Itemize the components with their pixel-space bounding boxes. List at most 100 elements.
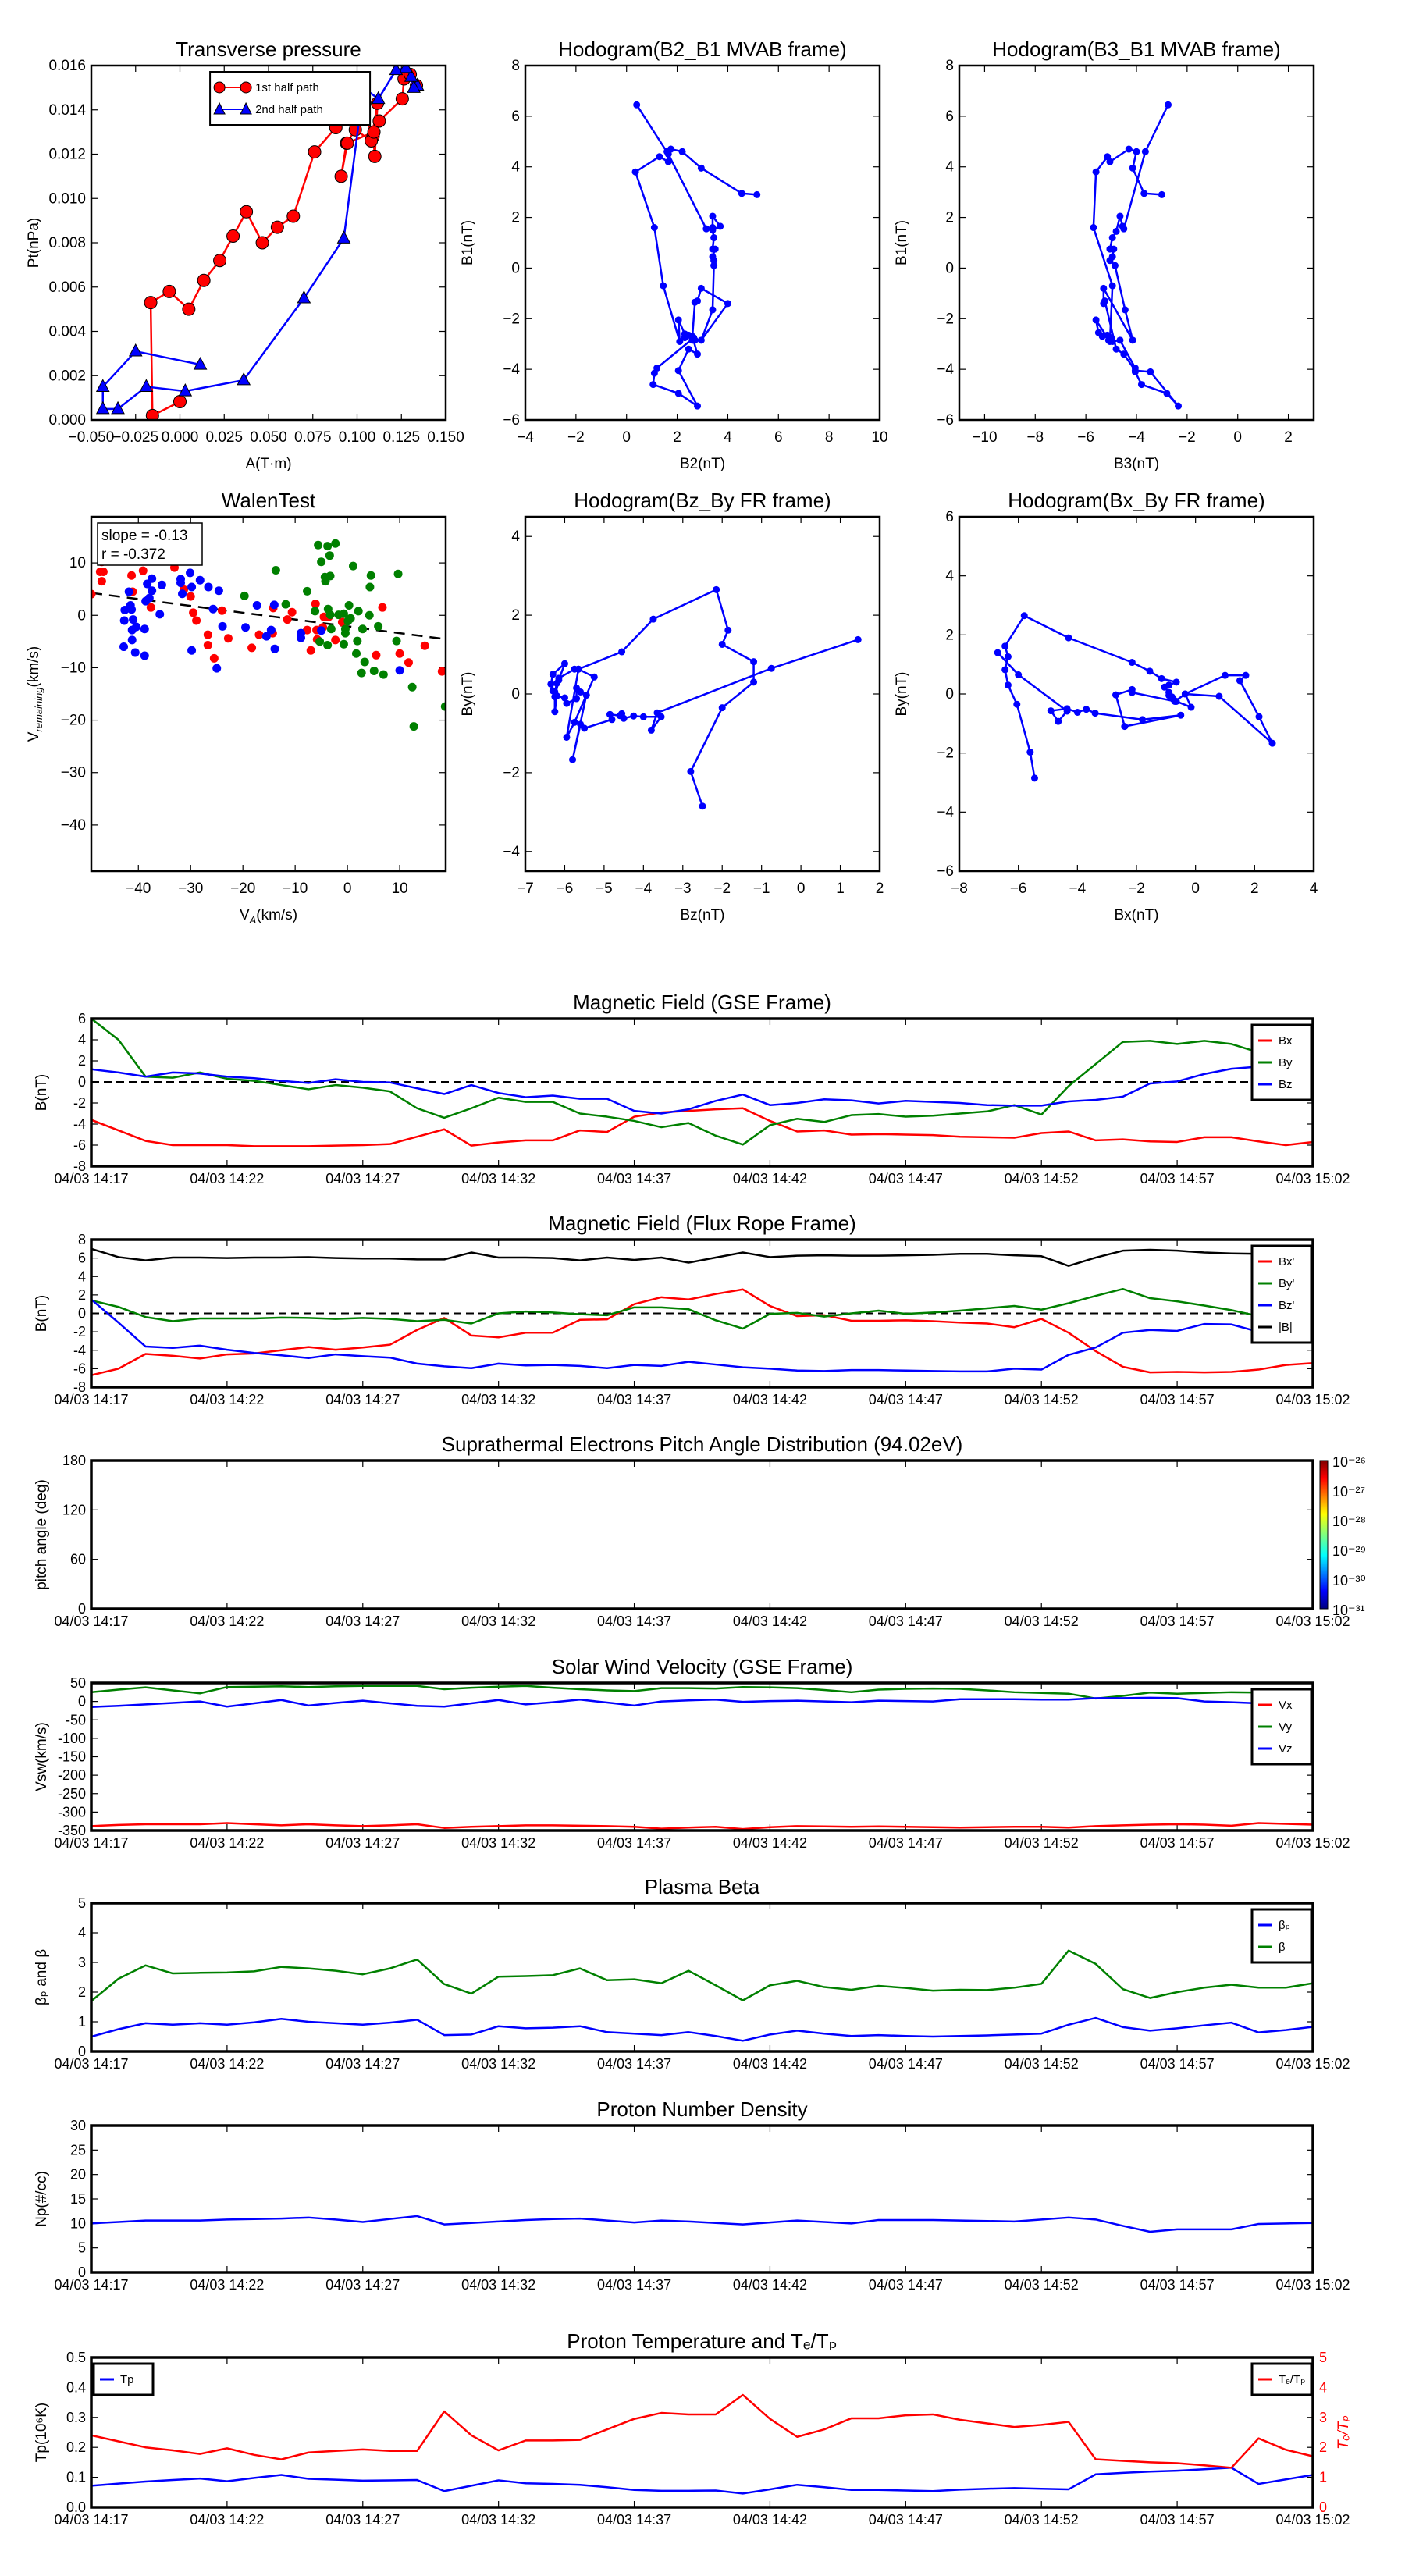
data-point — [368, 149, 382, 163]
x-tick-label: 04/03 14:52 — [1005, 2512, 1079, 2528]
data-point — [91, 589, 96, 599]
plot-area — [91, 2215, 1313, 2233]
x-tick-label: 04/03 14:57 — [1140, 1835, 1215, 1851]
data-point — [653, 709, 661, 717]
data-point — [144, 296, 158, 310]
x-tick-label: 04/03 14:57 — [1140, 1614, 1215, 1629]
data-point — [348, 561, 357, 571]
legend-label: Vz — [1279, 1742, 1293, 1756]
data-point — [551, 708, 559, 716]
x-tick-label: −6 — [557, 881, 574, 897]
data-point — [331, 539, 340, 548]
data-point — [372, 650, 381, 660]
data-point — [631, 168, 639, 176]
x-tick-label: 0 — [343, 881, 352, 897]
data-point — [148, 574, 157, 583]
data-point — [437, 667, 446, 676]
data-point — [128, 343, 143, 357]
data-point — [1065, 634, 1072, 642]
data-point — [1222, 671, 1229, 679]
x-tick-label: −2 — [713, 881, 731, 897]
x-tick-label: 04/03 15:02 — [1275, 1835, 1350, 1851]
data-point — [344, 601, 354, 610]
data-point — [340, 136, 354, 150]
series-t-t — [91, 2393, 1313, 2469]
y-tick-label: 120 — [62, 1502, 86, 1517]
data-point — [1236, 677, 1243, 685]
data-point — [1004, 681, 1012, 689]
data-point — [197, 273, 211, 287]
data-point — [218, 621, 227, 631]
x-tick-label: 04/03 14:22 — [190, 1835, 264, 1851]
x-tick-label: 04/03 14:22 — [190, 2512, 264, 2528]
y-tick-label: −4 — [937, 804, 954, 820]
plot-area — [994, 612, 1276, 782]
series-bz — [91, 1046, 1313, 1115]
data-point — [317, 626, 326, 635]
series-bz — [91, 1298, 1313, 1373]
plot-area — [91, 1247, 1313, 1376]
data-point — [98, 568, 108, 577]
data-point — [270, 644, 279, 653]
series-bz-by — [547, 585, 862, 810]
data-point — [1187, 703, 1195, 711]
legend: Tp — [92, 2362, 155, 2396]
data-point — [155, 610, 165, 619]
y-tick-label: 0.000 — [48, 412, 86, 429]
x-tick-label: 0.050 — [250, 429, 287, 446]
x-axis-label: VA(km/s) — [240, 907, 297, 926]
series-line — [91, 1107, 1313, 1147]
x-tick-label: 04/03 14:27 — [325, 1614, 400, 1629]
data-point — [674, 316, 682, 324]
y-tick-label: 25 — [70, 2142, 86, 2158]
data-point — [750, 678, 758, 686]
series-np — [91, 2215, 1313, 2233]
y-tick-label: 0 — [945, 686, 954, 703]
y-right-axis-label: Tₑ/Tₚ — [1336, 2415, 1352, 2450]
chart-title: WalenTest — [222, 489, 316, 512]
data-point — [339, 609, 348, 618]
data-point — [709, 224, 717, 232]
data-point — [1139, 716, 1147, 724]
data-point — [1020, 612, 1028, 620]
legend-marker — [213, 101, 226, 115]
annotation-line: r = -0.372 — [101, 546, 165, 563]
data-point — [1100, 300, 1108, 308]
x-tick-label: 2 — [1284, 429, 1293, 446]
y-tick-label: 6 — [78, 1011, 86, 1026]
data-point — [1146, 667, 1154, 675]
x-tick-label: 0 — [797, 881, 806, 897]
data-point — [204, 582, 213, 592]
data-point — [1108, 234, 1116, 242]
data-point — [407, 682, 417, 692]
x-tick-label: −8 — [951, 881, 968, 897]
x-tick-label: 04/03 14:32 — [461, 1171, 535, 1187]
data-point — [140, 651, 149, 660]
series-line — [91, 2393, 1313, 2469]
data-point — [124, 587, 133, 596]
legend-item-bz: Bz — [1258, 1078, 1293, 1091]
axes-frame — [90, 515, 447, 873]
y-tick-label: 0.016 — [48, 58, 86, 74]
data-point — [208, 604, 218, 614]
y-tick-label: 0 — [78, 2265, 86, 2280]
data-point — [555, 676, 563, 684]
axis-label-part: V — [240, 907, 250, 923]
y-tick-label: 2 — [945, 627, 954, 643]
data-point — [678, 148, 686, 155]
data-point — [358, 624, 368, 634]
legend-label: Bx — [1279, 1034, 1293, 1048]
data-point — [710, 262, 718, 269]
data-point — [1140, 190, 1148, 197]
data-point — [639, 713, 647, 720]
series-line — [91, 1685, 1313, 1700]
y-tick-label: 6 — [78, 1251, 86, 1266]
data-point — [357, 668, 366, 678]
x-tick-label: 04/03 14:47 — [869, 2512, 943, 2528]
y-tick-label: 4 — [78, 1032, 86, 1048]
y-tick-label: −2 — [503, 311, 520, 327]
x-tick-label: 6 — [774, 429, 783, 446]
y-tick-label: -50 — [66, 1712, 86, 1727]
x-tick-label: 04/03 14:37 — [597, 2056, 671, 2072]
data-point — [261, 632, 271, 641]
